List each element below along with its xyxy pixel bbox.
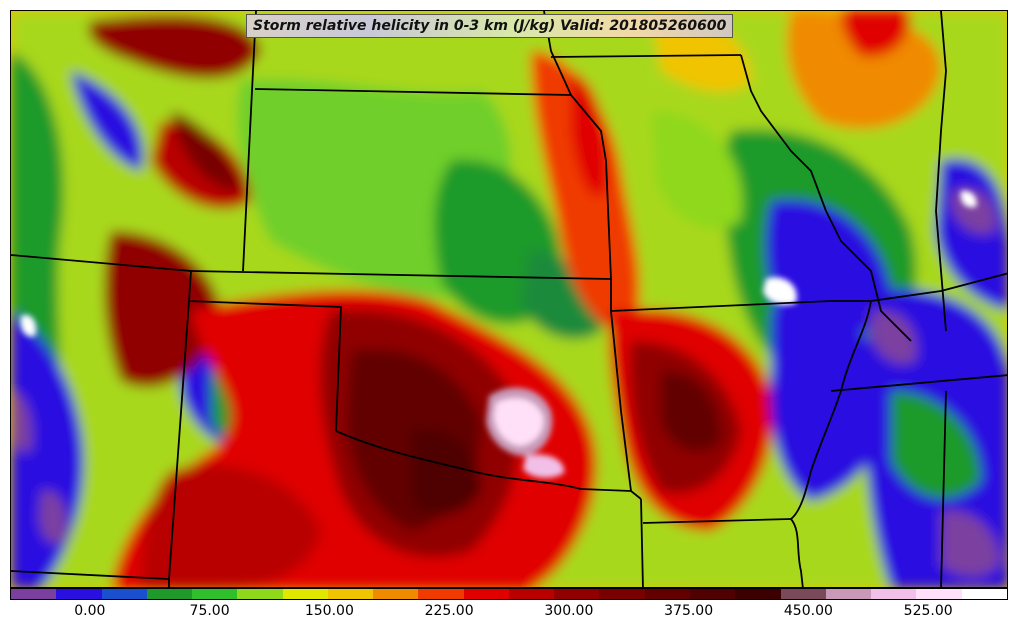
colorbar-segment [961, 589, 1007, 599]
colorbar-tick-label: 75.00 [189, 603, 230, 619]
colorbar-segment [508, 589, 555, 599]
colorbar-tick-label: 0.00 [74, 603, 106, 619]
map-panel [10, 10, 1008, 588]
colorbar-segment [373, 589, 419, 599]
colorbar-segment [825, 589, 872, 599]
colorbar-segment [282, 589, 328, 599]
colorbar-segment [463, 589, 509, 599]
colorbar-segment [146, 589, 193, 599]
colorbar-segment [644, 589, 690, 599]
colorbar-tick-labels: 0.00 75.00 150.00 225.00 300.00 375.00 450.00 5… [10, 603, 1008, 623]
colorbar-tick-label: 525.00 [903, 603, 953, 619]
colorbar-segment [916, 589, 962, 599]
colorbar-segment [11, 589, 57, 599]
colorbar-tick-label: 375.00 [664, 603, 714, 619]
colorbar-tick-label: 225.00 [424, 603, 474, 619]
colorbar-tick-label: 150.00 [304, 603, 354, 619]
colorbar-tick-label: 450.00 [783, 603, 833, 619]
colorbar-segment [599, 589, 645, 599]
colorbar-segment [327, 589, 374, 599]
colorbar-tick-label: 300.00 [544, 603, 594, 619]
colorbar-segment [56, 589, 102, 599]
map-title: Storm relative helicity in 0-3 km (J/kg)… [246, 14, 734, 38]
colorbar-segment [192, 589, 238, 599]
helicity-peaks [20, 190, 977, 478]
helicity-field [11, 11, 1007, 587]
colorbar-segment [237, 589, 283, 599]
colorbar-segment [418, 589, 464, 599]
colorbar-segment [689, 589, 736, 599]
helicity-map [11, 11, 1007, 587]
colorbar-segment [101, 589, 147, 599]
colorbar [10, 588, 1008, 600]
colorbar-segment [735, 589, 781, 599]
colorbar-segment [780, 589, 826, 599]
state-boundaries [11, 11, 1007, 587]
colorbar-segment [871, 589, 917, 599]
colorbar-segment [554, 589, 600, 599]
